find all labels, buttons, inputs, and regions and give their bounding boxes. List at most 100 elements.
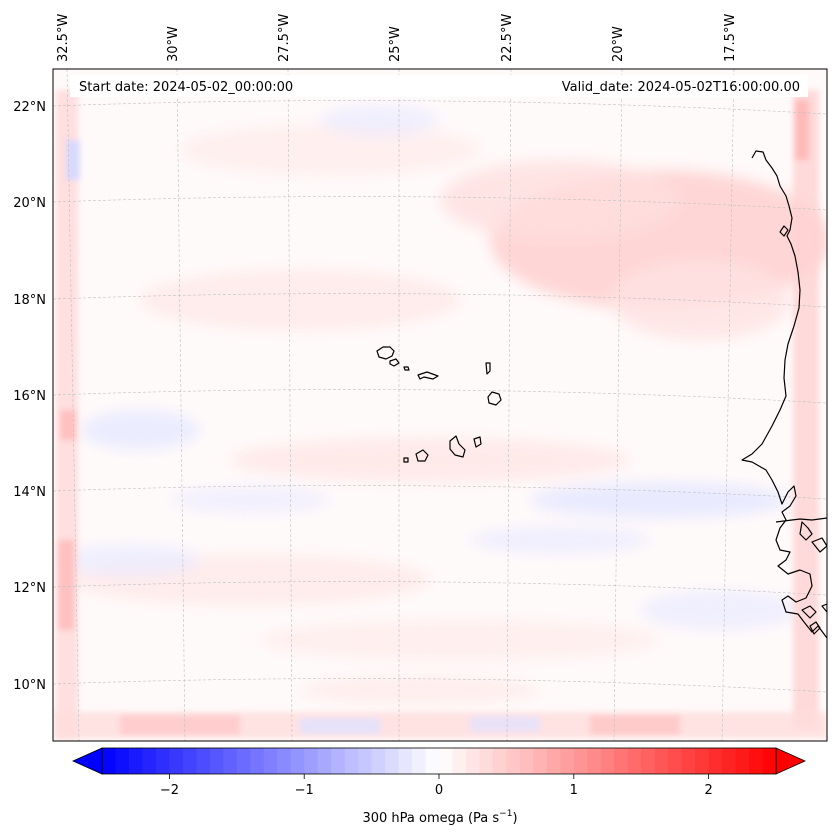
omega-field — [60, 105, 827, 704]
lat-label: 20°N — [13, 196, 46, 211]
colorbar-segment — [452, 748, 467, 774]
graticule-meridian — [66, 69, 80, 741]
cape-verde-islands — [376, 346, 502, 463]
colorbar-tick-label: 1 — [570, 783, 578, 798]
colorbar-segment — [277, 748, 292, 774]
graticule-meridian — [613, 69, 623, 741]
lat-label: 14°N — [13, 485, 46, 500]
graticule-meridian — [287, 69, 293, 741]
lon-label: 25°W — [388, 26, 403, 62]
colorbar-segment — [533, 748, 548, 774]
colorbar-tick-label: −2 — [160, 783, 179, 798]
colorbar-segment — [506, 748, 521, 774]
lat-label: 10°N — [13, 678, 46, 693]
colorbar-segment — [425, 748, 440, 774]
island-sal — [485, 362, 491, 375]
graticule-parallel — [53, 581, 827, 596]
colorbar-segment — [708, 748, 723, 774]
lon-label: 27.5°W — [277, 14, 292, 62]
island-fogo — [415, 449, 429, 462]
graticule-parallel — [53, 100, 827, 115]
island-boa-vista — [487, 391, 502, 406]
colorbar-segment — [344, 748, 359, 774]
colorbar-tick-label: 2 — [704, 783, 712, 798]
colorbar-segment — [519, 748, 534, 774]
colorbar-segment — [412, 748, 427, 774]
lon-label: 32.5°W — [56, 14, 71, 62]
colorbar-segment — [102, 748, 116, 774]
colorbar-extend-max — [775, 747, 806, 775]
colorbar-segment — [722, 748, 737, 774]
lon-label: 17.5°W — [723, 14, 738, 62]
colorbar-segment — [587, 748, 602, 774]
colorbar-segment — [465, 748, 480, 774]
colorbar-segment — [479, 748, 494, 774]
colorbar-segment — [155, 748, 170, 774]
colorbar-segment — [560, 748, 575, 774]
map-panel — [53, 69, 827, 741]
graticule-meridian — [176, 69, 186, 741]
colorbar-segment — [223, 748, 238, 774]
graticule-parallel — [53, 293, 827, 308]
colorbar-segment — [681, 748, 696, 774]
graticule-meridian — [721, 69, 735, 741]
start-date-label: Start date: 2024-05-02_00:00:00 — [79, 80, 293, 95]
colorbar-segment — [668, 748, 683, 774]
colorbar-segment — [641, 748, 656, 774]
lat-label: 18°N — [13, 293, 46, 308]
colorbar-segment — [263, 748, 278, 774]
graticule-parallel — [53, 678, 827, 693]
colorbar-ticks: −2 −1 0 1 2 — [160, 774, 713, 798]
island-santiago — [449, 435, 466, 458]
graticule-parallel — [53, 485, 827, 500]
island-sao-vicente — [389, 358, 400, 367]
lat-label: 22°N — [13, 100, 46, 115]
latitude-labels: 22°N 20°N 18°N 16°N 14°N 12°N 10°N — [13, 100, 46, 693]
african-coastline — [741, 150, 827, 639]
colorbar: −2 −1 0 1 2 300 hPa omega (Pa s−1) — [72, 747, 806, 826]
colorbar-segment — [695, 748, 710, 774]
colorbar-segment — [385, 748, 400, 774]
island-santa-luzia — [403, 366, 410, 371]
colorbar-segment — [749, 748, 764, 774]
colorbar-segment — [317, 748, 332, 774]
colorbar-extend-min — [72, 747, 103, 775]
colorbar-segment — [735, 748, 750, 774]
graticule-parallel — [53, 196, 827, 211]
colorbar-segment — [250, 748, 265, 774]
lon-label: 30°W — [166, 26, 181, 62]
colorbar-segment — [331, 748, 346, 774]
colorbar-segment — [142, 748, 157, 774]
valid-date-label: Valid_date: 2024-05-02T16:00:00.00 — [562, 80, 800, 95]
colorbar-segment — [304, 748, 319, 774]
colorbar-segment — [290, 748, 305, 774]
island-brava — [403, 457, 409, 463]
colorbar-segment — [169, 748, 184, 774]
lon-label: 20°W — [611, 26, 626, 62]
colorbar-segment — [371, 748, 386, 774]
date-banner — [70, 75, 808, 97]
colorbar-segment — [128, 748, 143, 774]
graticule-meridian — [506, 69, 512, 741]
lon-label: 22.5°W — [500, 14, 515, 62]
lat-label: 12°N — [13, 581, 46, 596]
colorbar-segment — [182, 748, 197, 774]
map-frame — [52, 68, 828, 742]
colorbar-segment — [358, 748, 373, 774]
colorbar-segments — [102, 748, 777, 774]
colorbar-segment — [627, 748, 642, 774]
colorbar-label: 300 hPa omega (Pa s−1) — [362, 809, 517, 826]
colorbar-tick-label: 0 — [435, 783, 443, 798]
colorbar-segment — [546, 748, 561, 774]
island-santo-antao — [376, 346, 395, 360]
island-maio — [473, 436, 482, 448]
colorbar-segment — [492, 748, 507, 774]
colorbar-segment — [573, 748, 588, 774]
colorbar-segment — [236, 748, 251, 774]
graticule-parallel — [53, 389, 827, 404]
colorbar-segment — [654, 748, 669, 774]
longitude-labels: 32.5°W 30°W 27.5°W 25°W 22.5°W 20°W 17.5… — [56, 14, 738, 62]
colorbar-segment — [439, 748, 453, 774]
colorbar-segment — [209, 748, 224, 774]
